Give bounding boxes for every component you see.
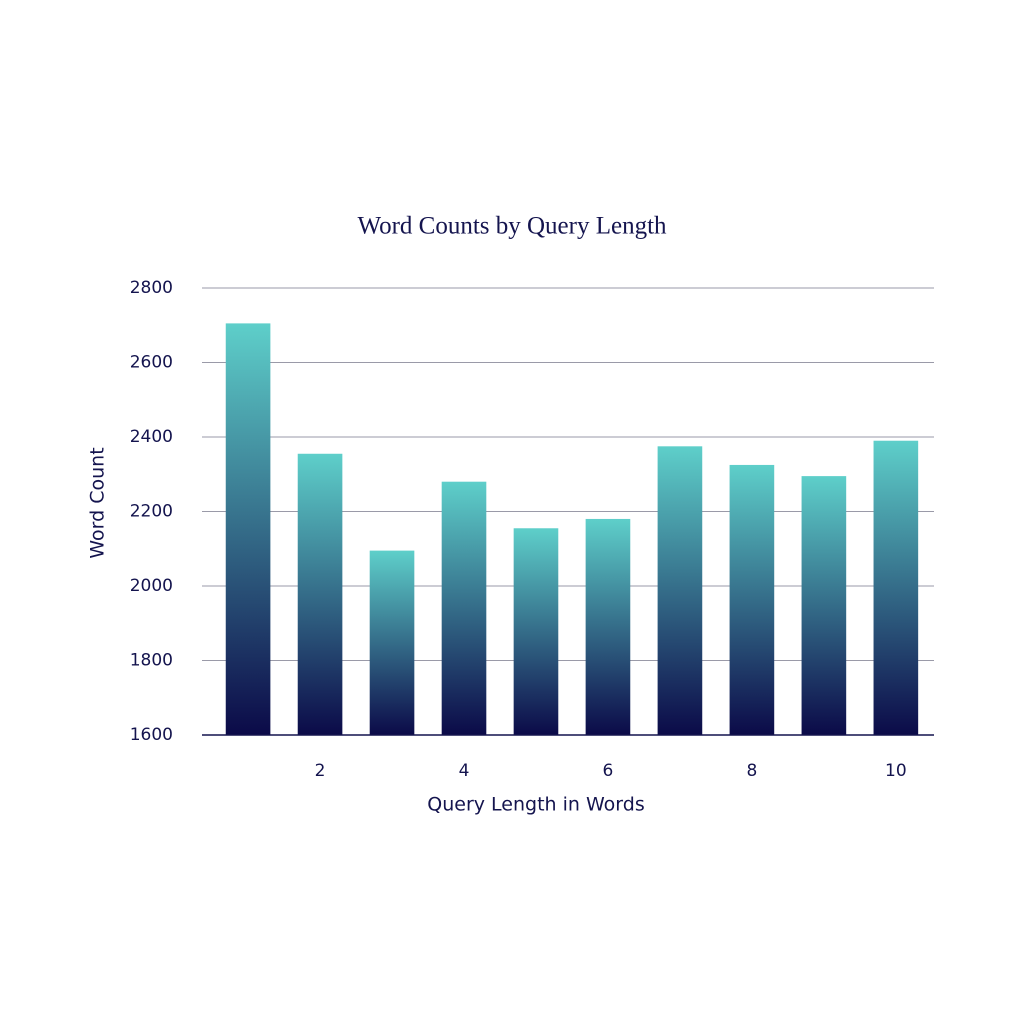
bar — [729, 464, 775, 735]
y-tick-label: 2200 — [130, 502, 173, 522]
x-tick-label: 6 — [603, 761, 614, 781]
x-tick-label: 4 — [459, 761, 470, 781]
y-tick-label: 2800 — [130, 278, 173, 298]
bar — [369, 550, 415, 735]
y-tick-label: 2600 — [130, 353, 173, 373]
x-axis-label: Query Length in Words — [427, 794, 644, 816]
y-tick-label: 2000 — [130, 576, 173, 596]
y-tick-label: 2400 — [130, 427, 173, 447]
bar — [441, 481, 487, 735]
x-tick-label: 2 — [315, 761, 326, 781]
bar — [657, 446, 703, 735]
bar — [225, 323, 271, 735]
chart-title: Word Counts by Query Length — [357, 213, 667, 240]
y-tick-label: 1800 — [130, 651, 173, 671]
bar — [297, 453, 343, 735]
x-tick-label: 10 — [885, 761, 907, 781]
bar — [873, 440, 919, 735]
bar — [513, 528, 559, 735]
y-tick-label: 1600 — [130, 725, 173, 745]
x-tick-label: 8 — [746, 761, 757, 781]
y-axis-label: Word Count — [87, 447, 109, 558]
bar — [585, 518, 631, 735]
bar — [801, 476, 847, 735]
